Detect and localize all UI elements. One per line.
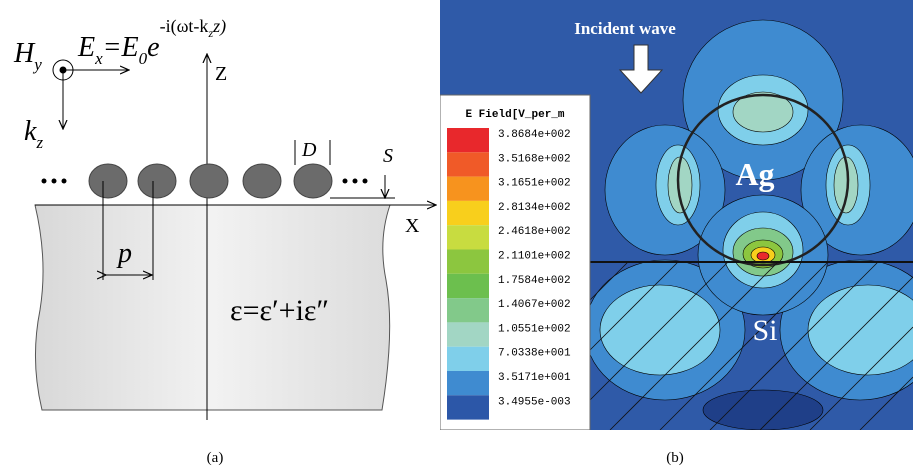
legend-swatch bbox=[447, 347, 489, 371]
x-axis-label: X bbox=[405, 215, 420, 237]
h-field-label: Hy bbox=[13, 38, 42, 74]
legend-label: 7.0338e+001 bbox=[498, 348, 571, 360]
legend-label: 2.4618e+002 bbox=[498, 226, 571, 238]
field-plot bbox=[440, 0, 913, 430]
legend-swatch bbox=[447, 322, 489, 346]
exponent: z) bbox=[212, 16, 226, 37]
legend-label: 3.5171e+001 bbox=[498, 372, 571, 384]
caption: (a) bbox=[207, 450, 224, 466]
legend-swatch bbox=[447, 225, 489, 249]
subscript: y bbox=[32, 55, 42, 74]
legend-swatch bbox=[447, 201, 489, 225]
legend-swatch bbox=[447, 371, 489, 395]
figure: Hy Ex=E0e-i(ωt-kzz) kz Z X D S p ε=ε′+iε… bbox=[0, 0, 913, 472]
base: e bbox=[147, 32, 159, 63]
panel-a: Hy Ex=E0e-i(ωt-kzz) kz Z X D S p ε=ε′+iε… bbox=[13, 16, 435, 466]
permittivity-label: ε=ε′+iε″ bbox=[230, 294, 329, 327]
legend-label: 1.0551e+002 bbox=[498, 323, 571, 335]
legend-swatch bbox=[447, 177, 489, 201]
symbol: H bbox=[13, 38, 36, 69]
symbol: k bbox=[24, 116, 37, 147]
e-field-equation: Ex=E0e-i(ωt-kzz) bbox=[77, 16, 226, 68]
k-label: kz bbox=[24, 116, 43, 152]
subscript: z bbox=[35, 133, 43, 152]
legend-label: 3.1651e+002 bbox=[498, 178, 571, 190]
legend-label: 1.7584e+002 bbox=[498, 275, 571, 287]
diameter-label: D bbox=[301, 139, 317, 161]
legend-swatch bbox=[447, 395, 489, 419]
legend-label: 3.5168e+002 bbox=[498, 153, 571, 165]
legend-swatch bbox=[447, 298, 489, 322]
legend-swatch bbox=[447, 152, 489, 176]
period-label: p bbox=[116, 238, 132, 269]
equals: =E bbox=[103, 32, 139, 63]
legend-label: 2.1101e+002 bbox=[498, 251, 571, 263]
legend-swatch bbox=[447, 128, 489, 152]
substrate bbox=[35, 205, 390, 410]
legend-label: 2.8134e+002 bbox=[498, 202, 571, 214]
incident-label: Incident wave bbox=[574, 19, 676, 38]
legend-swatch bbox=[447, 250, 489, 274]
legend-label: 1.4067e+002 bbox=[498, 299, 571, 311]
particles bbox=[89, 164, 332, 198]
exponent: -i(ωt-k bbox=[160, 16, 209, 37]
symbol: E bbox=[77, 32, 95, 63]
legend-title: E Field[V_per_m bbox=[465, 109, 564, 121]
substrate-label: Si bbox=[752, 314, 777, 347]
z-axis-label: Z bbox=[215, 63, 227, 85]
spacing-label: S bbox=[383, 145, 393, 167]
particle-label: Ag bbox=[735, 156, 774, 192]
legend-swatch bbox=[447, 274, 489, 298]
caption: (b) bbox=[666, 450, 684, 466]
legend-label: 3.4955e-003 bbox=[498, 396, 571, 408]
legend-label: 3.8684e+002 bbox=[498, 129, 571, 141]
